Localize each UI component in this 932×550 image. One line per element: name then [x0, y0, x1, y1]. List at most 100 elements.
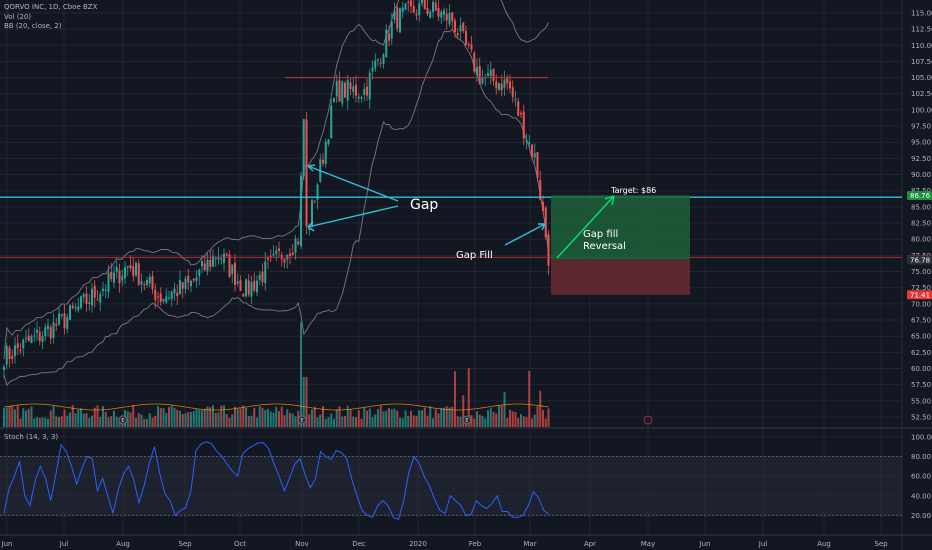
candle [418, 3, 421, 16]
candle [162, 299, 165, 302]
candle [495, 81, 498, 89]
bollinger-legend[interactable]: BB (20, close, 2) [4, 22, 62, 30]
candle [126, 266, 129, 268]
candle [25, 337, 27, 339]
volume-bar [30, 406, 33, 427]
price-tick-label: 95.00 [911, 139, 931, 147]
candle [338, 80, 341, 102]
candle [30, 336, 33, 344]
candle [360, 97, 363, 99]
price-tick-label: 72.50 [911, 284, 931, 292]
volume-bar [225, 413, 228, 427]
gap-arrow-heads [307, 164, 316, 232]
candle [247, 280, 250, 295]
volume-bar [459, 416, 462, 427]
price-tick-label: 115.00 [911, 9, 932, 17]
candle [245, 279, 247, 297]
candle [289, 253, 291, 256]
volume-bar [250, 415, 253, 427]
candle [355, 84, 357, 96]
candle [190, 280, 192, 287]
volume-bar [181, 414, 184, 427]
candle [539, 179, 542, 200]
volume-bar [492, 411, 495, 427]
volume-bar [434, 409, 437, 427]
volume-bar [349, 409, 352, 427]
volume-bar [481, 415, 484, 427]
time-tick-label: Sep [874, 540, 888, 548]
candle [256, 280, 258, 293]
volume-bar [52, 405, 55, 427]
candle [393, 10, 396, 20]
volume-bar [66, 415, 69, 427]
price-badge-label: 71.41 [910, 291, 930, 299]
volume-bar [165, 412, 168, 427]
candle [52, 322, 55, 338]
volume-bar [157, 406, 159, 427]
stop-zone [551, 259, 690, 295]
volume-bar [3, 408, 5, 427]
volume-bar [16, 405, 19, 427]
volume-bar [327, 417, 330, 427]
gap-fill-label: Gap Fill [456, 250, 493, 261]
candle [481, 78, 484, 84]
volume-bar [129, 412, 132, 427]
volume-bar [228, 417, 231, 427]
volume-bar [418, 410, 421, 427]
candle [173, 288, 176, 294]
volume-bar [206, 406, 209, 427]
candle [544, 207, 547, 237]
candle [313, 200, 316, 202]
volume-bar [82, 413, 85, 427]
candle [489, 69, 492, 77]
volume-bar [511, 411, 514, 427]
candle [407, 1, 410, 4]
time-tick-label: Jul [758, 540, 768, 548]
volume-bar [423, 407, 426, 427]
volume-bar [407, 415, 410, 427]
candle [63, 313, 66, 329]
volume-bar [440, 407, 443, 427]
candle [71, 305, 74, 309]
volume-bar [302, 377, 305, 427]
candle [498, 83, 500, 91]
price-tick-label: 102.50 [911, 90, 932, 98]
price-badge [907, 255, 932, 265]
candle [60, 314, 63, 316]
volume-bar [429, 406, 432, 427]
stochastic-legend[interactable]: Stoch (14, 3, 3) [4, 433, 59, 441]
volume-bar [212, 405, 214, 427]
candle [412, 5, 415, 13]
candle [74, 307, 77, 309]
volume-bar [456, 416, 459, 427]
volume-bar [179, 410, 181, 427]
candle [5, 346, 8, 365]
volume-bar [294, 416, 297, 427]
volume-bar [382, 411, 385, 427]
candle [3, 366, 5, 371]
time-tick-label: Aug [817, 540, 831, 548]
candle [536, 152, 539, 178]
volume-bar [509, 409, 511, 427]
candle [434, 2, 437, 11]
candle [459, 25, 462, 32]
price-tick-label: 57.50 [911, 381, 931, 389]
volume-bar [335, 409, 338, 427]
candle [118, 270, 121, 284]
volume-bar [346, 405, 349, 427]
candle [363, 89, 366, 95]
candle [525, 139, 528, 142]
candle [181, 282, 184, 289]
volume-bar [544, 418, 547, 427]
candle [390, 21, 393, 39]
volume-bar [27, 408, 30, 427]
candle [341, 81, 344, 104]
volume-bar [60, 416, 63, 427]
volume-legend[interactable]: Vol (20) [4, 13, 32, 21]
earnings-marker-label: E [465, 418, 468, 424]
symbol-legend[interactable]: QORVO INC, 1D, Cboe BZX [4, 3, 98, 11]
volume-bar [236, 409, 239, 427]
earnings-marker [462, 415, 472, 425]
volume-bar [498, 405, 500, 427]
